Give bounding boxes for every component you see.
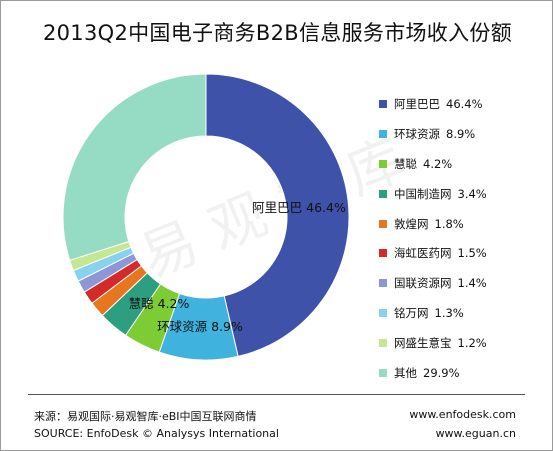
legend-name: 阿里巴巴 [394,96,440,111]
legend-swatch [379,129,387,138]
legend: 阿里巴巴 46.4% 环球资源 8.9% 慧聪 4.2% 中国制造网 3.4% 敦煌网 1.8% 海… [379,89,549,388]
legend-value: 1.3% [434,306,464,321]
legend-name: 国联资源网 [394,276,452,291]
legend-value: 46.4% [446,96,483,111]
legend-swatch [379,159,387,168]
legend-value: 1.4% [457,276,487,291]
donut-slice-9 [62,73,207,261]
legend-value: 1.8% [434,216,464,231]
legend-swatch [379,368,387,377]
legend-value: 1.2% [457,336,487,351]
legend-name: 敦煌网 [394,216,429,231]
legend-value: 29.9% [423,365,460,380]
donut-slice-0 [205,73,350,357]
legend-item-4: 敦煌网 1.8% [379,209,549,239]
legend-name: 铭万网 [394,306,429,321]
data-label-2: 慧聪 4.2% [129,296,190,311]
legend-item-2: 慧聪 4.2% [379,149,549,179]
legend-item-5: 海虹医药网 1.5% [379,238,549,268]
source-chinese: 来源：易观国际·易观智库·eBI中国互联网商情 [34,410,257,423]
legend-item-7: 铭万网 1.3% [379,298,549,328]
legend-swatch [379,189,387,198]
site-url-eguan: www.eguan.cn [435,427,516,440]
legend-item-6: 国联资源网 1.4% [379,268,549,298]
legend-value: 1.5% [457,246,487,261]
data-labels: 阿里巴巴 46.4% 环球资源 8.9% 慧聪 4.2% [129,200,346,334]
chart-title: 2013Q2中国电子商务B2B信息服务市场收入份额 [42,21,512,45]
legend-name: 慧聪 [394,156,417,171]
donut-slices [62,73,350,361]
legend-swatch [379,99,387,108]
legend-swatch [379,219,387,228]
legend-item-1: 环球资源 8.9% [379,119,549,149]
source-english: SOURCE: EnfoDesk © Analysys Internationa… [34,427,279,440]
legend-value: 8.9% [446,126,476,141]
legend-swatch [379,279,387,288]
legend-item-3: 中国制造网 3.4% [379,179,549,209]
legend-swatch [379,309,387,318]
legend-item-0: 阿里巴巴 46.4% [379,89,549,119]
legend-name: 中国制造网 [394,186,452,201]
site-url-enfodesk: www.enfodesk.com [409,408,516,421]
legend-name: 网盛生意宝 [394,336,452,351]
legend-item-8: 网盛生意宝 1.2% [379,328,549,358]
legend-value: 3.4% [457,186,487,201]
legend-swatch [379,249,387,258]
data-label-0: 阿里巴巴 46.4% [252,200,346,215]
legend-swatch [379,339,387,348]
footer-divider [28,394,525,395]
legend-name: 海虹医药网 [394,246,452,261]
data-label-1: 环球资源 8.9% [157,319,243,334]
legend-item-9: 其他 29.9% [379,358,549,388]
legend-name: 环球资源 [394,126,440,141]
legend-value: 4.2% [423,156,453,171]
legend-name: 其他 [394,365,417,380]
